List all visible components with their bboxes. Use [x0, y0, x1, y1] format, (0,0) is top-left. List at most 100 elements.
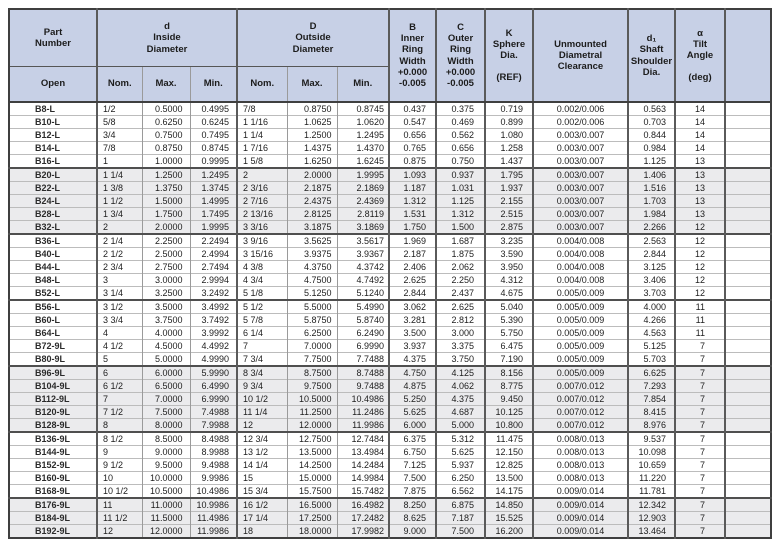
- outside-dia-min-cell: 5.4990: [337, 299, 390, 314]
- spacer-cell: [725, 247, 771, 261]
- inside-dia-max-cell: 3.0000: [142, 273, 191, 287]
- outside-dia-max-cell: 9.7500: [287, 379, 338, 393]
- inside-dia-min-cell: 3.7492: [190, 313, 238, 327]
- tilt-angle-cell: 11: [675, 313, 726, 327]
- outside-dia-nom-cell: 9 3/4: [237, 379, 288, 393]
- outside-dia-min-cell: 13.4984: [337, 445, 390, 459]
- inside-dia-min-cell: 7.9988: [190, 418, 238, 432]
- clearance-cell: 0.008/0.013: [533, 471, 629, 485]
- tilt-angle-cell: 12: [675, 273, 726, 287]
- outside-dia-max-cell: 1.2500: [287, 128, 338, 142]
- spacer-cell: [725, 207, 771, 221]
- outside-dia-min-cell: 1.4370: [337, 141, 390, 155]
- table-row: B176-9L 11 11.0000 10.9986 16 1/2 16.5000 16.4…: [9, 497, 771, 512]
- inside-dia-max-cell: 2.5000: [142, 247, 191, 261]
- shaft-shoulder-dia-cell: 4.266: [628, 313, 676, 327]
- spacer-cell: [725, 431, 771, 446]
- header-shaft-shoulder-dia: d₁ Shaft Shoulder Dia.: [628, 9, 676, 103]
- sphere-dia-cell: 16.200: [485, 524, 534, 538]
- outside-dia-nom-cell: 1 1/16: [237, 115, 288, 129]
- part-number-cell: B40-L: [9, 247, 98, 261]
- outer-ring-width-cell: 2.625: [436, 299, 486, 314]
- clearance-cell: 0.005/0.009: [533, 299, 629, 314]
- inside-dia-nom-cell: 9: [97, 445, 143, 459]
- outside-dia-nom-cell: 1 7/16: [237, 141, 288, 155]
- inner-ring-width-cell: 4.875: [389, 379, 437, 393]
- outside-dia-max-cell: 3.9375: [287, 247, 338, 261]
- outer-ring-width-cell: 5.625: [436, 445, 486, 459]
- outside-dia-max-cell: 11.2500: [287, 405, 338, 419]
- clearance-cell: 0.008/0.013: [533, 458, 629, 472]
- inside-dia-min-cell: 0.4995: [190, 102, 238, 116]
- outside-dia-min-cell: 4.3742: [337, 260, 390, 274]
- inside-dia-nom-cell: 8 1/2: [97, 431, 143, 446]
- inner-ring-width-cell: 3.062: [389, 299, 437, 314]
- sphere-dia-cell: 6.475: [485, 339, 534, 353]
- tilt-angle-cell: 13: [675, 181, 726, 195]
- sphere-dia-cell: 11.475: [485, 431, 534, 446]
- spacer-cell: [725, 167, 771, 182]
- inside-dia-min-cell: 1.7495: [190, 207, 238, 221]
- inside-dia-nom-cell: 1 3/8: [97, 181, 143, 195]
- inside-dia-max-cell: 10.5000: [142, 484, 191, 498]
- header-unmounted-clearance: Unmounted Diametral Clearance: [533, 9, 629, 103]
- part-number-cell: B112-9L: [9, 392, 98, 406]
- inside-dia-min-cell: 11.4986: [190, 511, 238, 525]
- spacer-cell: [725, 313, 771, 327]
- inside-dia-max-cell: 2.0000: [142, 220, 191, 234]
- outside-dia-nom-cell: 4 3/8: [237, 260, 288, 274]
- tilt-angle-cell: 7: [675, 418, 726, 432]
- outside-dia-nom-cell: 7 3/4: [237, 352, 288, 366]
- part-number-cell: B32-L: [9, 220, 98, 234]
- part-number-cell: B104-9L: [9, 379, 98, 393]
- spacer-cell: [725, 497, 771, 512]
- inside-dia-min-cell: 3.9992: [190, 326, 238, 340]
- outer-ring-width-cell: 4.125: [436, 365, 486, 380]
- table-row: B60-L 3 3/4 3.7500 3.7492 5 7/8 5.8750 5.8740 3…: [9, 313, 771, 327]
- sphere-dia-cell: 15.525: [485, 511, 534, 525]
- inner-ring-width-cell: 7.500: [389, 471, 437, 485]
- outside-dia-nom-cell: 1 5/8: [237, 154, 288, 168]
- table-row: B32-L 2 2.0000 1.9995 3 3/16 3.1875 3.1869 1.75…: [9, 220, 771, 234]
- outer-ring-width-cell: 6.250: [436, 471, 486, 485]
- inside-dia-nom-cell: 2: [97, 220, 143, 234]
- inside-dia-nom-cell: 1 3/4: [97, 207, 143, 221]
- outer-ring-width-cell: 5.312: [436, 431, 486, 446]
- outside-dia-max-cell: 15.0000: [287, 471, 338, 485]
- outside-dia-min-cell: 3.1869: [337, 220, 390, 234]
- spacer-cell: [725, 524, 771, 538]
- inside-dia-nom-cell: 9 1/2: [97, 458, 143, 472]
- tilt-angle-cell: 7: [675, 458, 726, 472]
- outside-dia-min-cell: 5.1240: [337, 286, 390, 300]
- header-outside-max: Max.: [287, 66, 338, 103]
- sphere-dia-cell: 8.775: [485, 379, 534, 393]
- table-body: B8-L 1/2 0.5000 0.4995 7/8 0.8750 0.8745 0.437 0…: [9, 102, 771, 538]
- inner-ring-width-cell: 2.625: [389, 273, 437, 287]
- inside-dia-nom-cell: 6 1/2: [97, 379, 143, 393]
- tilt-angle-cell: 14: [675, 115, 726, 129]
- table-row: B28-L 1 3/4 1.7500 1.7495 2 13/16 2.8125 2.811…: [9, 207, 771, 221]
- tilt-angle-cell: 7: [675, 497, 726, 512]
- clearance-cell: 0.004/0.008: [533, 273, 629, 287]
- inside-dia-nom-cell: 11: [97, 497, 143, 512]
- outer-ring-width-cell: 4.062: [436, 379, 486, 393]
- inside-dia-min-cell: 1.2495: [190, 167, 238, 182]
- sphere-dia-cell: 12.150: [485, 445, 534, 459]
- outside-dia-nom-cell: 2: [237, 167, 288, 182]
- outer-ring-width-cell: 0.656: [436, 141, 486, 155]
- inside-dia-max-cell: 6.5000: [142, 379, 191, 393]
- tilt-angle-cell: 13: [675, 167, 726, 182]
- outside-dia-max-cell: 2.4375: [287, 194, 338, 208]
- inside-dia-max-cell: 0.5000: [142, 102, 191, 116]
- inside-dia-min-cell: 6.9990: [190, 392, 238, 406]
- tilt-angle-cell: 7: [675, 431, 726, 446]
- spacer-cell: [725, 260, 771, 274]
- outside-dia-nom-cell: 10 1/2: [237, 392, 288, 406]
- table-row: B128-9L 8 8.0000 7.9988 12 12.0000 11.9986 6.00…: [9, 418, 771, 432]
- part-number-cell: B160-9L: [9, 471, 98, 485]
- outside-dia-max-cell: 2.8125: [287, 207, 338, 221]
- spacer-cell: [725, 141, 771, 155]
- outside-dia-max-cell: 2.0000: [287, 167, 338, 182]
- inside-dia-nom-cell: 5/8: [97, 115, 143, 129]
- outside-dia-nom-cell: 15 3/4: [237, 484, 288, 498]
